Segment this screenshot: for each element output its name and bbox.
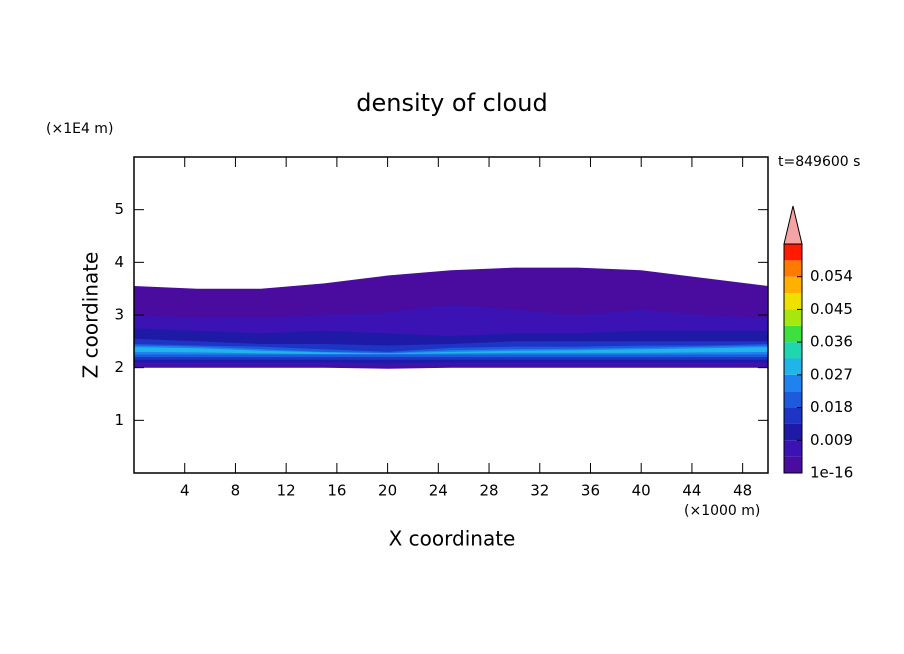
colorbar-box	[784, 358, 802, 375]
x-tick-label: 40	[632, 482, 651, 500]
chart-title: density of cloud	[356, 89, 547, 117]
contour-band	[134, 347, 768, 354]
x-tick-label: 48	[733, 482, 752, 500]
colorbar-box	[784, 325, 802, 343]
time-label: t=849600 s	[778, 154, 860, 170]
y-unit: (×1E4 m)	[46, 121, 113, 137]
colorbar-tick-label: 0.045	[810, 300, 853, 318]
colorbar-tick-label: 0.027	[810, 365, 853, 383]
colorbar-box	[784, 423, 802, 441]
colorbar-tick-label: 0.009	[810, 431, 853, 449]
y-tick-label: 4	[114, 253, 124, 271]
x-tick-label: 16	[327, 482, 346, 500]
x-tick-label: 24	[429, 482, 448, 500]
y-tick-label: 1	[114, 411, 124, 429]
x-tick-label: 44	[682, 482, 701, 500]
colorbar-box	[784, 260, 802, 277]
y-tick-label: 2	[114, 358, 124, 376]
x-tick-label: 20	[378, 482, 397, 500]
y-axis-label: Z coordinate	[79, 252, 103, 379]
x-axis-label: X coordinate	[389, 527, 516, 551]
colorbar-box	[784, 342, 802, 359]
colorbar-box	[784, 456, 802, 473]
colorbar-box	[784, 391, 802, 408]
colorbar-box	[784, 276, 802, 294]
x-tick-label: 4	[180, 482, 190, 500]
colorbar-box	[784, 374, 802, 392]
colorbar-tick-label: 0.018	[810, 398, 853, 416]
colorbar-box	[784, 309, 802, 326]
y-tick-label: 3	[114, 306, 124, 324]
x-tick-label: 32	[530, 482, 549, 500]
colorbar-tick-label: 0.054	[810, 267, 853, 285]
x-tick-label: 8	[231, 482, 241, 500]
x-tick-label: 28	[479, 482, 498, 500]
colorbar-tick-label: 0.036	[810, 333, 853, 351]
colorbar-box	[784, 440, 802, 457]
colorbar-box	[784, 293, 802, 310]
colorbar-box	[784, 244, 802, 261]
y-tick-label: 5	[114, 200, 124, 218]
x-tick-label: 12	[277, 482, 296, 500]
colorbar-box	[784, 407, 802, 424]
colorbar-frame	[783, 243, 803, 474]
x-tick-label: 36	[581, 482, 600, 500]
x-unit: (×1000 m)	[684, 503, 760, 519]
colorbar-tick-label: 1e-16	[810, 464, 853, 482]
